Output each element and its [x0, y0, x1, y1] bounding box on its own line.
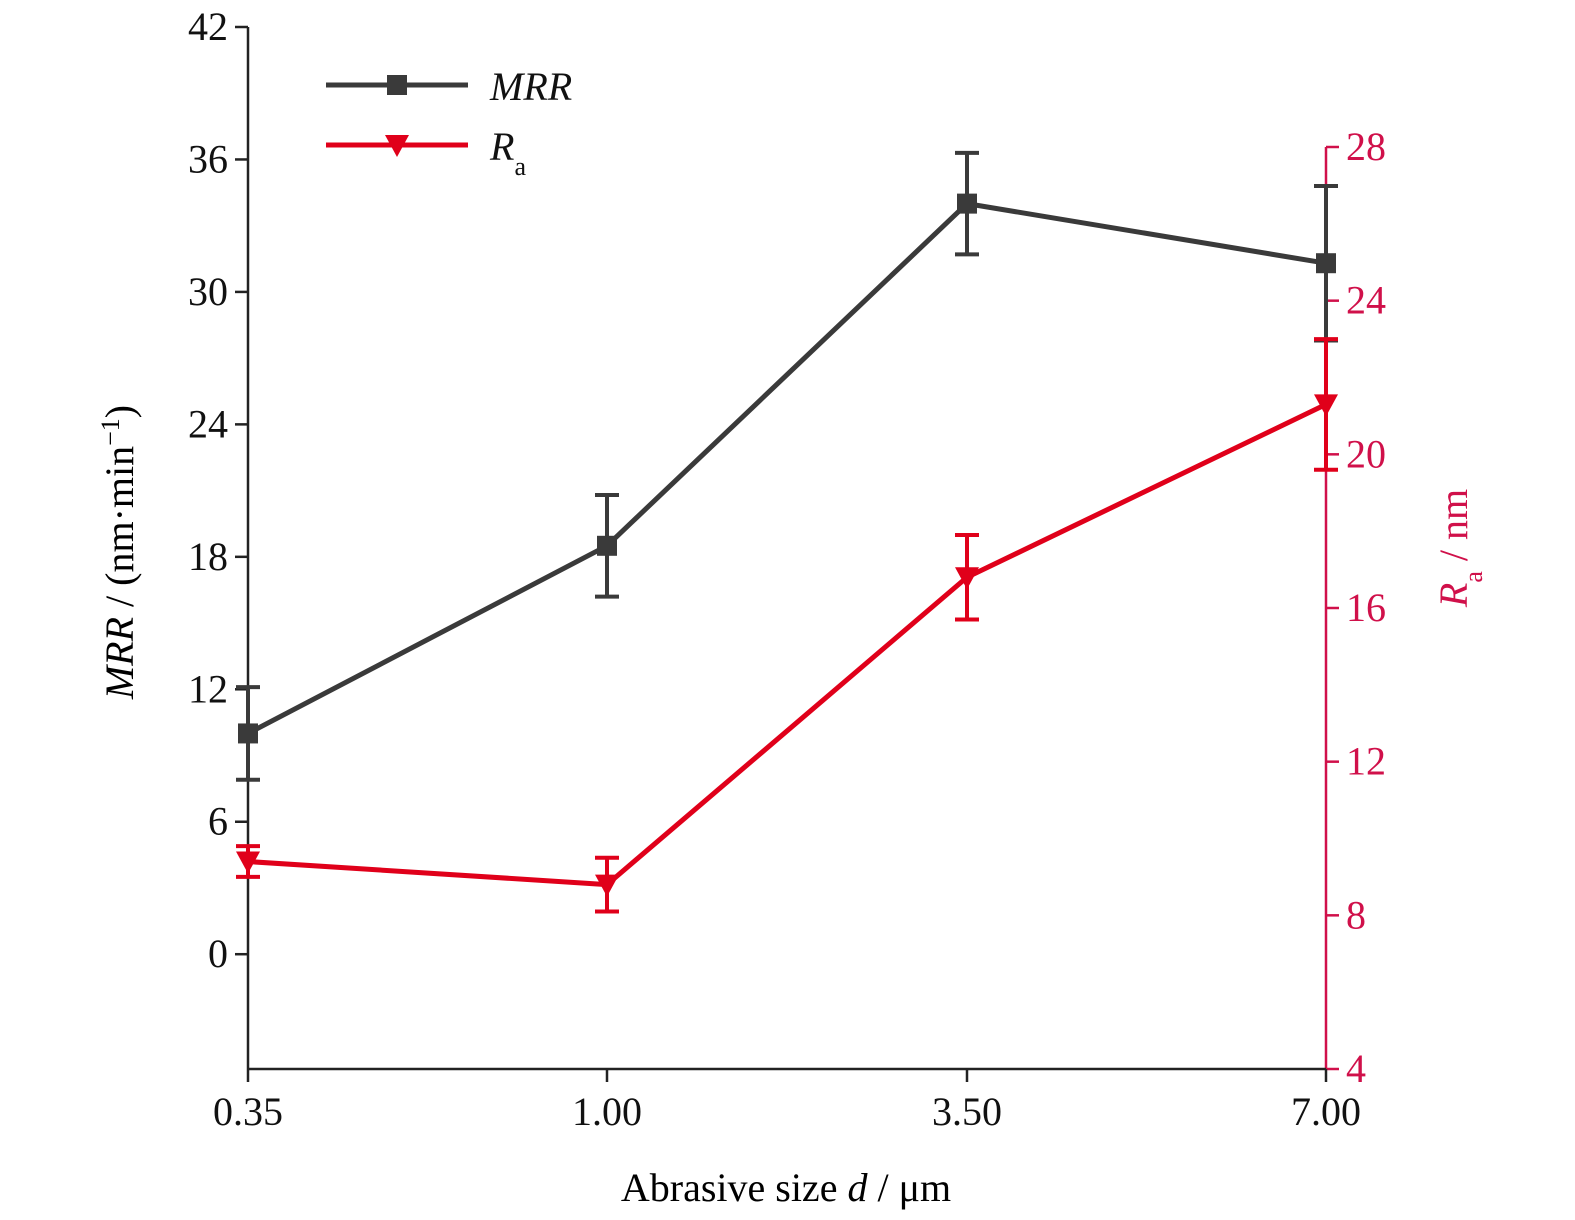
left-tick-label: 12 — [188, 666, 228, 711]
left-y-axis-title: MRR / (nm·min−1) — [96, 405, 143, 700]
right-tick-label: 24 — [1346, 278, 1386, 323]
legend-marker-triangle — [385, 135, 409, 157]
right-tick-label: 4 — [1346, 1046, 1366, 1091]
data-point — [1316, 253, 1336, 274]
data-point — [595, 874, 619, 897]
x-tick-label: 0.35 — [213, 1089, 283, 1134]
right-tick-label: 28 — [1346, 124, 1386, 169]
left-tick-label: 36 — [188, 136, 228, 181]
left-tick-label: 18 — [188, 534, 228, 579]
data-point — [597, 535, 617, 556]
data-point — [238, 723, 258, 744]
data-point — [957, 193, 977, 214]
series-line-0 — [246, 201, 1327, 736]
left-tick-label: 24 — [188, 401, 228, 446]
left-y-axis: 0 6 12 18 24 30 36 42 — [188, 4, 250, 1069]
series-layer — [236, 150, 1338, 914]
right-y-axis: 4 8 12 16 20 24 28 — [1324, 124, 1386, 1091]
data-point — [955, 567, 979, 590]
legend: MRR Ra — [326, 64, 572, 181]
left-tick-label: 6 — [208, 799, 228, 844]
right-tick-label: 12 — [1346, 739, 1386, 784]
data-point — [1314, 394, 1338, 417]
right-tick-label: 8 — [1346, 892, 1366, 937]
left-tick-label: 30 — [188, 269, 228, 314]
right-tick-label: 20 — [1346, 431, 1386, 476]
left-tick-label: 0 — [208, 931, 228, 976]
x-axis-title: Abrasive size d / μm — [621, 1165, 951, 1210]
x-tick-label: 7.00 — [1291, 1089, 1361, 1134]
x-axis: 0.35 1.00 3.50 7.00 — [213, 1067, 1361, 1134]
left-tick-label: 42 — [188, 4, 228, 49]
x-tick-label: 1.00 — [572, 1089, 642, 1134]
series-line-1 — [247, 402, 1328, 888]
data-point — [236, 851, 260, 874]
x-tick-label: 3.50 — [932, 1089, 1002, 1134]
legend-marker-square — [387, 75, 407, 95]
legend-label: Ra — [489, 124, 526, 181]
legend-label: MRR — [489, 64, 572, 109]
right-y-axis-title: Ra / nm — [1431, 489, 1488, 608]
right-tick-label: 16 — [1346, 585, 1386, 630]
